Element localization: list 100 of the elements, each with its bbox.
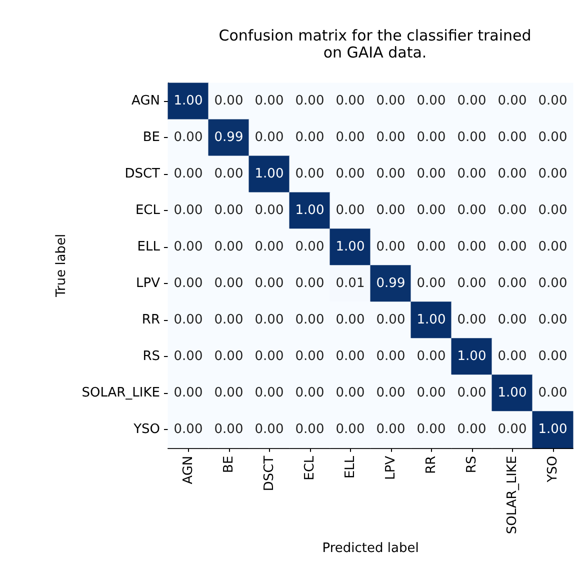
data-label: 0.00 (214, 240, 244, 255)
data-label: 1.00 (498, 386, 527, 401)
data-label: 0.00 (376, 130, 406, 146)
data-label: 0.01 (336, 276, 365, 292)
y-tick-label: SOLAR_LIKE (82, 386, 160, 401)
y-tick-label: RS (142, 349, 160, 364)
data-label: 0.00 (254, 240, 284, 255)
data-label: 0.00 (214, 386, 244, 401)
data-label: 0.00 (214, 94, 244, 109)
data-label: 0.00 (416, 203, 446, 218)
x-tick-label: AGN (180, 456, 196, 484)
data-label: 0.00 (498, 240, 527, 255)
data-label: 0.00 (295, 349, 324, 364)
data-label: 0.00 (416, 276, 446, 292)
data-label: 0.00 (174, 312, 203, 328)
data-label: 0.00 (254, 349, 284, 364)
data-label: 1.00 (457, 349, 486, 364)
data-label: 0.00 (214, 166, 244, 182)
data-label: 0.00 (538, 349, 568, 364)
data-label: 1.00 (295, 203, 324, 218)
data-label: 1.00 (538, 422, 568, 438)
data-label: 0.00 (214, 422, 244, 438)
data-label: 0.00 (498, 312, 527, 328)
data-label: 0.00 (538, 166, 568, 182)
data-label: 0.00 (498, 276, 527, 292)
data-label: 0.00 (295, 166, 324, 182)
x-tick-label: ELL (342, 455, 358, 479)
data-label: 0.00 (254, 94, 284, 109)
data-label: 0.00 (295, 130, 324, 146)
data-label: 0.00 (498, 130, 527, 146)
data-label: 0.00 (376, 166, 406, 182)
data-label: 0.00 (457, 203, 486, 218)
data-label: 0.00 (416, 240, 446, 255)
data-label: 0.00 (538, 386, 568, 401)
y-tick-label: LPV (136, 276, 160, 292)
x-tick-label: ECL (302, 455, 318, 480)
data-label: 0.00 (376, 422, 406, 438)
data-label: 0.00 (538, 203, 568, 218)
data-label: 0.00 (457, 166, 486, 182)
data-label: 0.00 (376, 312, 406, 328)
data-label: 0.00 (416, 130, 446, 146)
data-label: 0.00 (336, 422, 365, 438)
x-tick-label: DSCT (262, 456, 277, 492)
data-label: 0.00 (336, 349, 365, 364)
data-label: 0.00 (295, 312, 324, 328)
data-label: 0.00 (336, 203, 365, 218)
data-label: 0.00 (336, 94, 365, 109)
x-axis-title: Predicted label (322, 541, 419, 556)
y-tick-label: AGN (132, 94, 160, 109)
data-label: 0.00 (457, 240, 486, 255)
data-label: 0.00 (174, 166, 203, 182)
data-label: 0.00 (416, 94, 446, 109)
data-label: 1.00 (254, 166, 284, 182)
data-label: 0.99 (376, 276, 406, 292)
data-label: 0.00 (174, 276, 203, 292)
data-label: 0.00 (416, 349, 446, 364)
data-label: 0.00 (457, 276, 486, 292)
data-label: 0.00 (457, 386, 486, 401)
data-label: 0.00 (254, 203, 284, 218)
data-label: 0.00 (376, 240, 406, 255)
x-tick-label: YSO (545, 456, 560, 484)
y-tick-label: RR (142, 312, 160, 328)
data-label: 0.00 (295, 422, 324, 438)
data-label: 0.00 (457, 130, 486, 146)
y-tick-label: BE (142, 130, 160, 146)
data-label: 0.00 (295, 386, 324, 401)
data-label: 0.00 (376, 349, 406, 364)
data-label: 0.00 (254, 386, 284, 401)
data-label: 0.00 (336, 312, 365, 328)
data-label: 0.00 (254, 312, 284, 328)
data-label: 0.00 (214, 276, 244, 292)
y-axis-title: True label (54, 234, 69, 298)
data-label: 0.00 (538, 276, 568, 292)
data-label: 0.00 (376, 203, 406, 218)
data-label: 0.00 (416, 166, 446, 182)
data-label: 0.00 (376, 386, 406, 401)
data-label: 0.00 (254, 422, 284, 438)
y-tick-label: ELL (137, 240, 161, 255)
data-label: 0.00 (457, 422, 486, 438)
data-label: 0.00 (457, 94, 486, 109)
x-tick-label: RR (424, 456, 439, 474)
data-label: 0.00 (538, 94, 568, 109)
data-label: 0.00 (174, 130, 203, 146)
data-label: 0.00 (457, 312, 486, 328)
data-label: 0.00 (214, 312, 244, 328)
data-label: 0.00 (336, 130, 365, 146)
data-label: 0.00 (538, 130, 568, 146)
data-label: 0.00 (174, 349, 203, 364)
data-label: 0.00 (174, 203, 203, 218)
data-label: 0.00 (498, 166, 527, 182)
data-label: 0.00 (254, 130, 284, 146)
data-label: 0.00 (295, 240, 324, 255)
data-label: 0.00 (498, 422, 527, 438)
x-tick-label: RS (464, 456, 480, 474)
y-tick-label: YSO (132, 422, 160, 438)
data-label: 0.00 (214, 203, 244, 218)
data-label: 0.00 (214, 349, 244, 364)
data-label: 1.00 (174, 94, 203, 109)
data-label: 0.00 (295, 276, 324, 292)
data-label: 1.00 (336, 240, 365, 255)
